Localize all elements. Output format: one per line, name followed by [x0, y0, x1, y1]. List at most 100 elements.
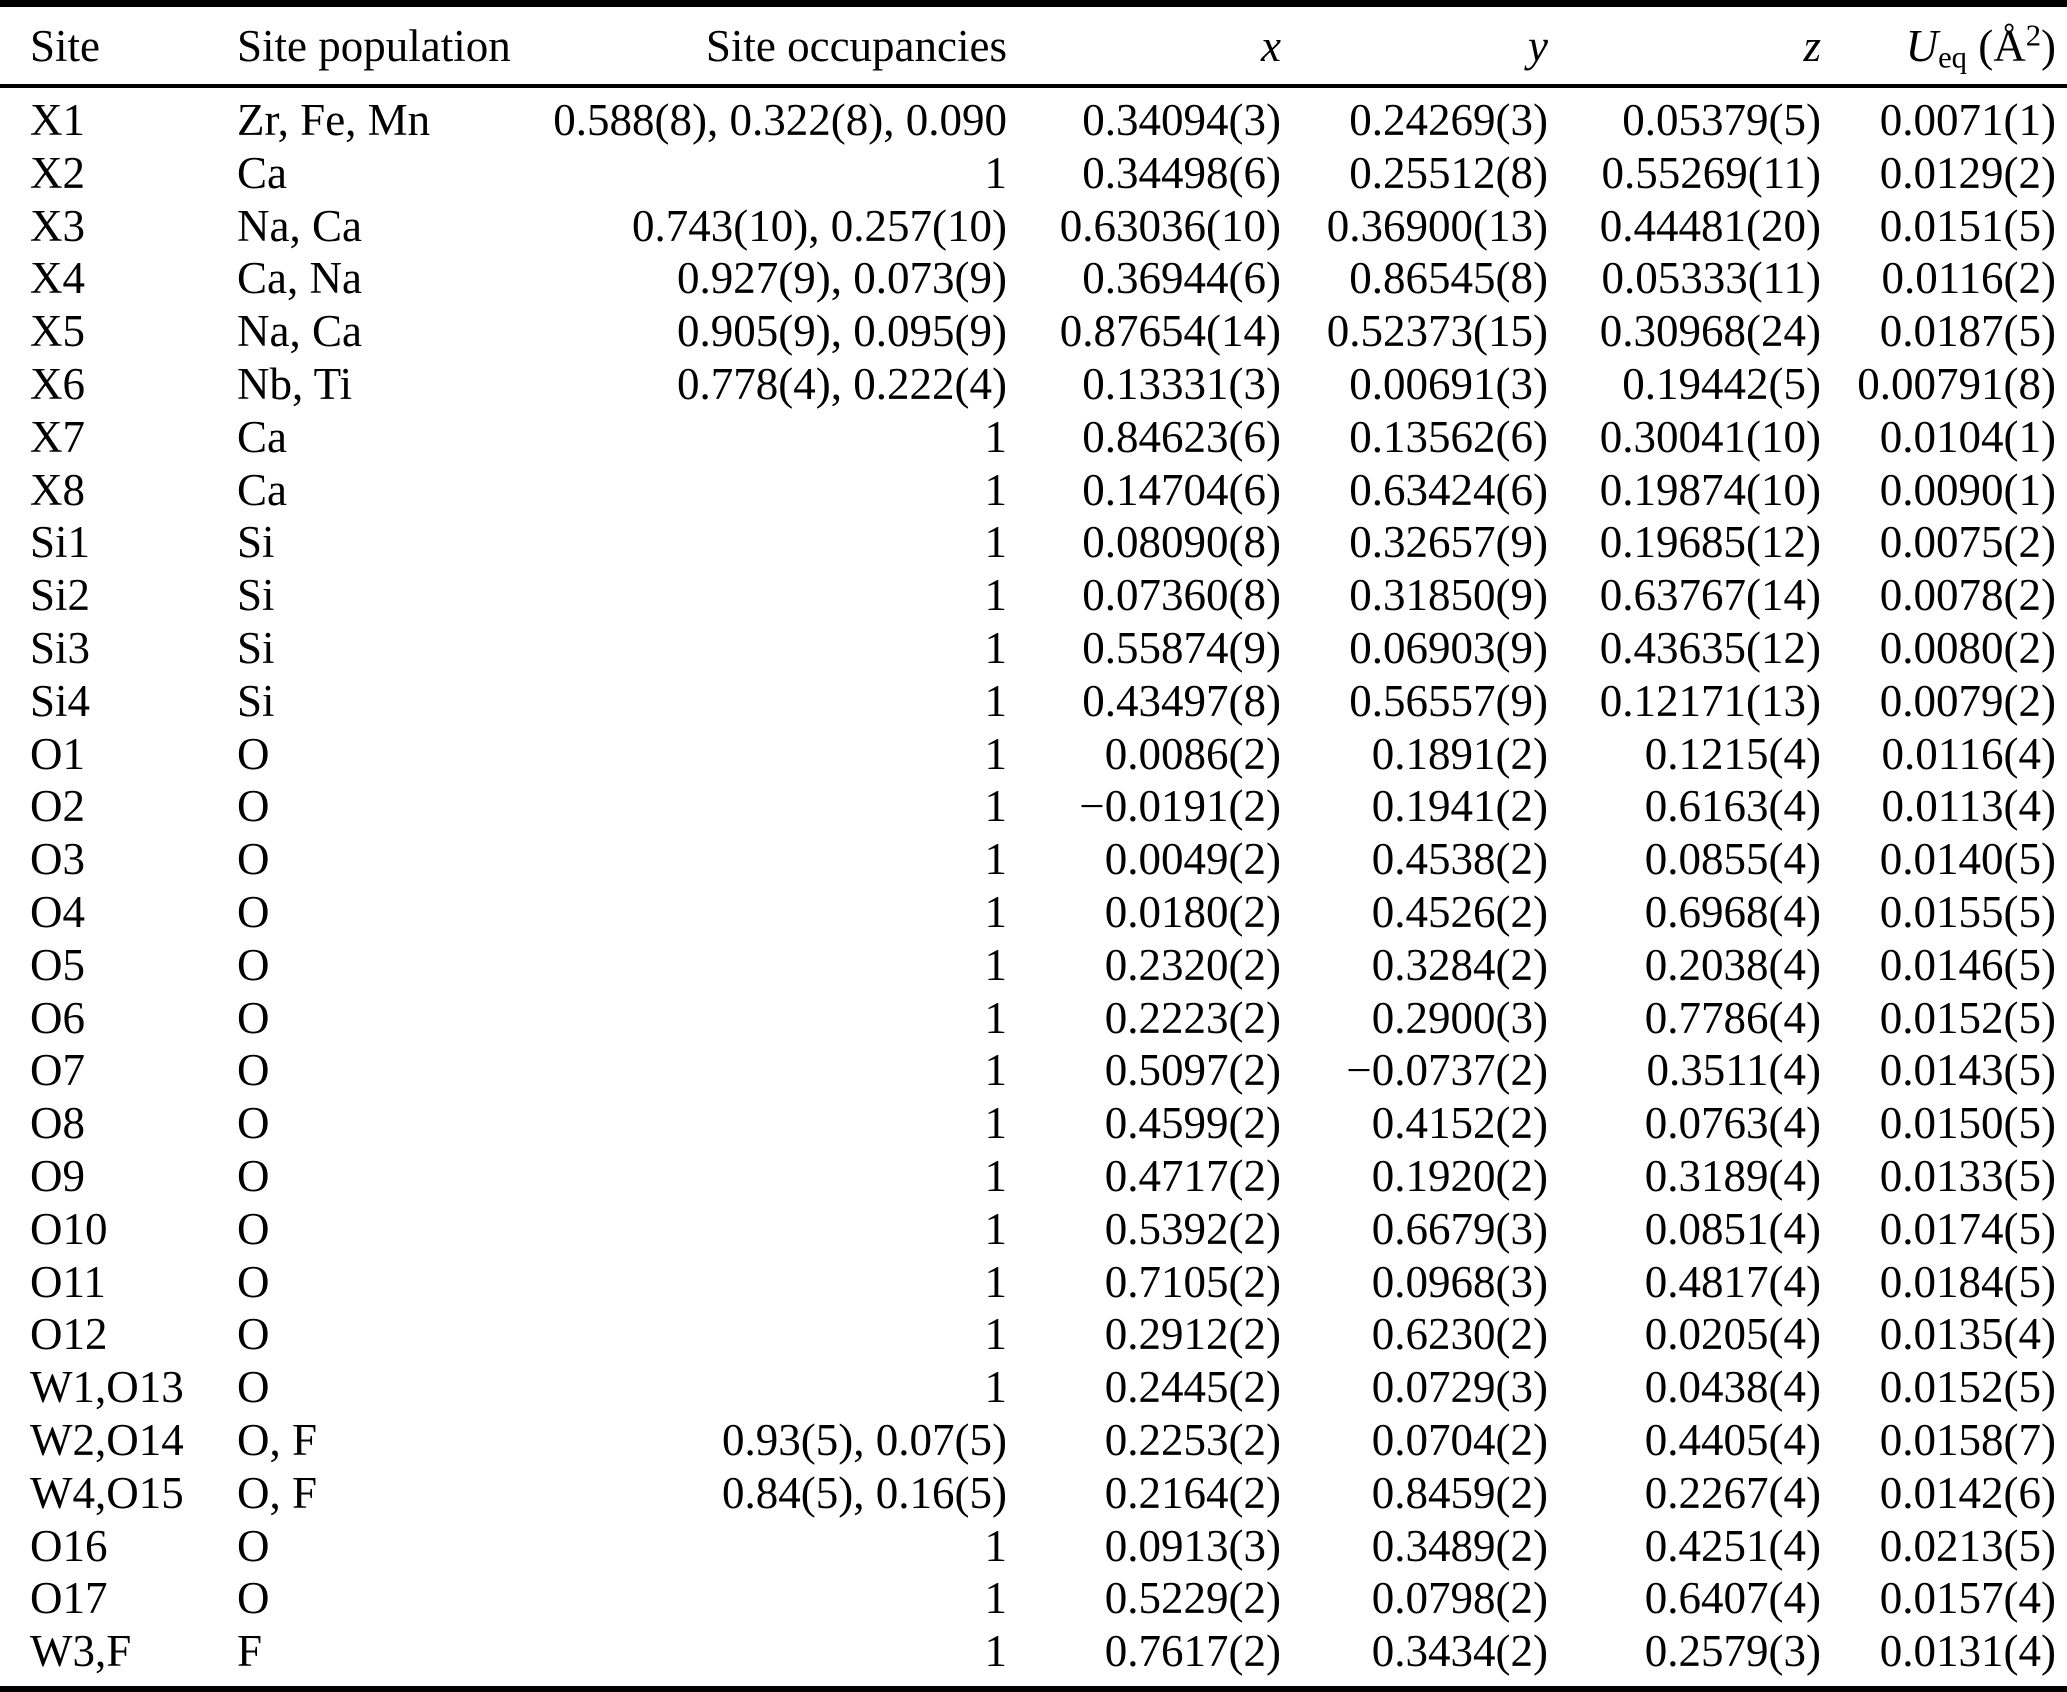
table-row: Si1 Si 1 0.08090(8) 0.32657(9) 0.19685(12) 0.0… — [0, 516, 2067, 569]
table-row: O12 O 1 0.2912(2) 0.6230(2) 0.0205(4) 0.0135(4… — [0, 1308, 2067, 1361]
cell-ueq: 0.0078(2) — [1879, 570, 2056, 621]
cell-ueq: 0.0116(2) — [1881, 253, 2056, 304]
cell-occupancies: 1 — [984, 886, 1008, 937]
cell-x: 0.2912(2) — [1104, 1309, 1281, 1360]
cell-z: 0.6968(4) — [1644, 886, 1821, 937]
cell-y: 0.2900(3) — [1371, 992, 1548, 1043]
cell-ueq: 0.0113(4) — [1881, 781, 2056, 832]
column-header-y: y — [1282, 3, 1549, 88]
cell-x: 0.0086(2) — [1104, 728, 1281, 779]
cell-z: 0.43635(12) — [1599, 622, 1821, 673]
cell-occupancies: 1 — [984, 1362, 1008, 1413]
cell-z: 0.2038(4) — [1644, 939, 1821, 990]
cell-ueq: 0.0131(4) — [1879, 1626, 2056, 1677]
cell-occupancies: 1 — [984, 1150, 1008, 1201]
cell-z: 0.2267(4) — [1644, 1467, 1821, 1518]
ueq-subscript: eq — [1938, 40, 1967, 75]
cell-z: 0.30041(10) — [1599, 411, 1821, 462]
cell-x: 0.2164(2) — [1104, 1467, 1281, 1518]
cell-population: O — [237, 1573, 270, 1624]
cell-ueq: 0.0071(1) — [1879, 95, 2056, 145]
cell-ueq: 0.0146(5) — [1879, 939, 2056, 990]
table-row: Si3 Si 1 0.55874(9) 0.06903(9) 0.43635(12) 0.0… — [0, 622, 2067, 675]
cell-y: 0.36900(13) — [1326, 200, 1548, 251]
cell-population: Ca, Na — [237, 253, 362, 304]
cell-x: 0.84623(6) — [1082, 411, 1281, 462]
cell-population: Si — [237, 517, 275, 568]
cell-y: 0.0798(2) — [1371, 1573, 1548, 1624]
table-row: O1 O 1 0.0086(2) 0.1891(2) 0.1215(4) 0.0116(4) — [0, 728, 2067, 781]
cell-site: X7 — [30, 411, 85, 462]
cell-x: 0.4717(2) — [1104, 1150, 1281, 1201]
table-row: X3 Na, Ca 0.743(10), 0.257(10) 0.63036(10) 0… — [0, 200, 2067, 253]
cell-site: O7 — [30, 1045, 85, 1096]
cell-population: O — [237, 1098, 270, 1149]
cell-y: 0.13562(6) — [1349, 411, 1548, 462]
cell-z: 0.0855(4) — [1644, 834, 1821, 885]
cell-ueq: 0.0150(5) — [1879, 1098, 2056, 1149]
cell-z: 0.4251(4) — [1644, 1520, 1821, 1571]
cell-z: 0.6163(4) — [1644, 781, 1821, 832]
cell-ueq: 0.0213(5) — [1879, 1520, 2056, 1571]
cell-site: X3 — [30, 200, 85, 251]
cell-x: 0.36944(6) — [1082, 253, 1281, 304]
cell-population: O — [237, 1520, 270, 1571]
cell-occupancies: 1 — [984, 939, 1008, 990]
cell-y: 0.25512(8) — [1349, 147, 1548, 198]
cell-z: 0.2579(3) — [1644, 1626, 1821, 1677]
cell-occupancies: 1 — [984, 728, 1008, 779]
cell-y: 0.1920(2) — [1371, 1150, 1548, 1201]
cell-occupancies: 1 — [984, 411, 1008, 462]
cell-site: X2 — [30, 147, 85, 198]
table-row: W3,F F 1 0.7617(2) 0.3434(2) 0.2579(3) 0.0131(… — [0, 1625, 2067, 1689]
cell-site: W3,F — [30, 1626, 132, 1677]
ueq-unit-open: ( — [1966, 21, 1994, 71]
cell-ueq: 0.0142(6) — [1879, 1467, 2056, 1518]
cell-population: Nb, Ti — [237, 358, 353, 409]
cell-occupancies: 0.84(5), 0.16(5) — [722, 1467, 1007, 1518]
cell-population: O — [237, 1203, 270, 1254]
table-row: O8 O 1 0.4599(2) 0.4152(2) 0.0763(4) 0.0150(5) — [0, 1097, 2067, 1150]
cell-site: X5 — [30, 306, 85, 357]
cell-population: Si — [237, 675, 275, 726]
cell-occupancies: 1 — [984, 622, 1008, 673]
cell-population: O — [237, 781, 270, 832]
cell-ueq: 0.0157(4) — [1879, 1573, 2056, 1624]
cell-y: 0.32657(9) — [1349, 517, 1548, 568]
cell-y: 0.63424(6) — [1349, 464, 1548, 515]
ueq-symbol: U — [1905, 21, 1939, 71]
column-header-ueq: Ueq (Å2) — [1822, 3, 2067, 88]
cell-y: 0.4152(2) — [1371, 1098, 1548, 1149]
cell-site: X8 — [30, 464, 85, 515]
cell-z: 0.1215(4) — [1644, 728, 1821, 779]
cell-x: 0.2253(2) — [1104, 1414, 1281, 1465]
cell-occupancies: 0.905(9), 0.095(9) — [677, 306, 1007, 357]
cell-ueq: 0.0140(5) — [1879, 834, 2056, 885]
table-row: W2,O14 O, F 0.93(5), 0.07(5) 0.2253(2) 0.070… — [0, 1414, 2067, 1467]
cell-x: 0.13331(3) — [1082, 358, 1281, 409]
cell-occupancies: 0.93(5), 0.07(5) — [722, 1414, 1007, 1465]
cell-ueq: 0.0152(5) — [1879, 992, 2056, 1043]
cell-site: O9 — [30, 1150, 85, 1201]
cell-y: 0.3489(2) — [1371, 1520, 1548, 1571]
cell-population: Ca — [237, 147, 287, 198]
cell-occupancies: 1 — [984, 1573, 1008, 1624]
cell-y: 0.8459(2) — [1371, 1467, 1548, 1518]
table-row: O6 O 1 0.2223(2) 0.2900(3) 0.7786(4) 0.0152(5) — [0, 992, 2067, 1045]
table-row: X7 Ca 1 0.84623(6) 0.13562(6) 0.30041(10) 0.01… — [0, 411, 2067, 464]
cell-x: 0.2223(2) — [1104, 992, 1281, 1043]
cell-population: Zr, Fe, Mn — [237, 95, 431, 145]
cell-population: O — [237, 992, 270, 1043]
cell-occupancies: 0.588(8), 0.322(8), 0.090 — [553, 95, 1007, 145]
cell-y: 0.6230(2) — [1371, 1309, 1548, 1360]
ueq-unit-close: ) — [2041, 21, 2056, 71]
cell-x: 0.5392(2) — [1104, 1203, 1281, 1254]
cell-population: F — [237, 1626, 263, 1677]
cell-y: 0.31850(9) — [1349, 570, 1548, 621]
header-row: Site Site population Site occupancies x y z Ue… — [0, 3, 2067, 88]
table-row: O2 O 1 −0.0191(2) 0.1941(2) 0.6163(4) 0.0113(4… — [0, 780, 2067, 833]
cell-ueq: 0.0075(2) — [1879, 517, 2056, 568]
table-row: O17 O 1 0.5229(2) 0.0798(2) 0.6407(4) 0.0157(4… — [0, 1572, 2067, 1625]
cell-site: O11 — [30, 1256, 106, 1307]
cell-x: 0.5097(2) — [1104, 1045, 1281, 1096]
